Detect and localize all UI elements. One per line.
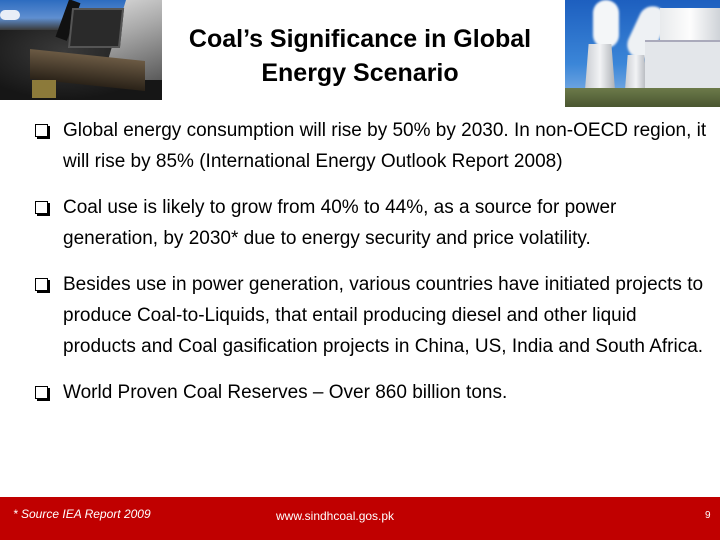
power-plant-photo	[565, 0, 720, 107]
bullet-text: Global energy consumption will rise by 5…	[63, 120, 707, 172]
hollow-square-bullet-icon	[35, 201, 48, 214]
truck-wheel-shape	[32, 80, 56, 98]
steam-plume-shape	[593, 0, 619, 48]
excavator-bucket-shape	[67, 8, 125, 48]
bullet-item: Besides use in power generation, various…	[33, 269, 708, 362]
bullet-item: Global energy consumption will rise by 5…	[33, 115, 708, 177]
cooling-tower-shape	[625, 55, 647, 90]
title-line-2: Energy Scenario	[261, 59, 459, 87]
bullet-item: World Proven Coal Reserves – Over 860 bi…	[33, 377, 708, 408]
bullet-text: World Proven Coal Reserves – Over 860 bi…	[63, 382, 508, 403]
page-number: 9	[705, 510, 711, 521]
bullet-text: Coal use is likely to grow from 40% to 4…	[63, 197, 617, 249]
footer-bar: * Source IEA Report 2009 www.sindhcoal.g…	[0, 497, 720, 540]
title-line-1: Coal’s Significance in Global	[188, 25, 532, 53]
website-link[interactable]: www.sindhcoal.gos.pk	[276, 509, 395, 523]
bullet-item: Coal use is likely to grow from 40% to 4…	[33, 192, 708, 254]
cloud-shape	[0, 10, 20, 20]
ground-shape	[565, 88, 720, 107]
bullet-list: Global energy consumption will rise by 5…	[33, 115, 708, 423]
hollow-square-bullet-icon	[35, 278, 48, 291]
coal-mining-photo	[0, 0, 162, 100]
plant-building-shape	[645, 40, 720, 92]
slide-title: Coal’s Significance in Global Energy Sce…	[160, 22, 560, 90]
cooling-tower-shape	[585, 44, 615, 90]
bullet-text: Besides use in power generation, various…	[63, 274, 704, 357]
source-note: * Source IEA Report 2009	[13, 507, 151, 521]
hollow-square-bullet-icon	[35, 386, 48, 399]
hollow-square-bullet-icon	[35, 124, 48, 137]
